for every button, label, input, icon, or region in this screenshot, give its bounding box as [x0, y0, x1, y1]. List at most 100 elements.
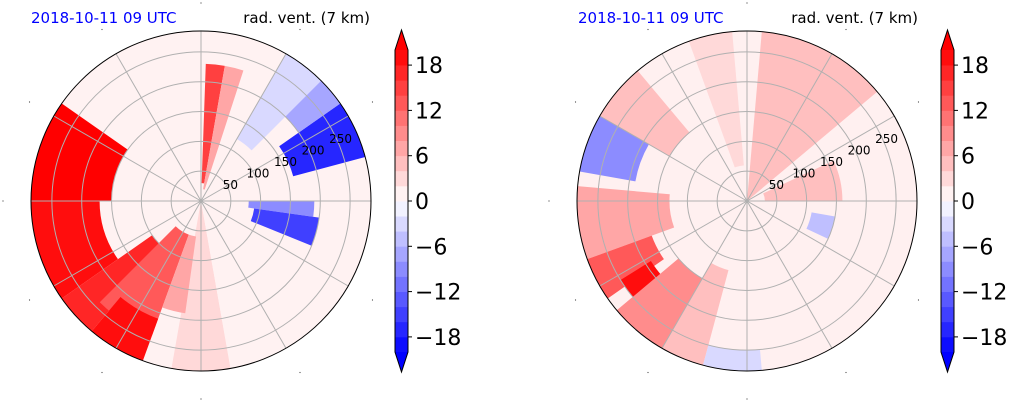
- colorbar-band: [941, 50, 954, 66]
- field-region: [747, 31, 878, 202]
- theta-tick: [917, 101, 920, 103]
- angular-gridline: [746, 53, 833, 202]
- field-region: [688, 31, 744, 168]
- colorbar-band: [941, 140, 954, 157]
- colorbar-band: [395, 125, 408, 141]
- theta-tick: [574, 101, 577, 103]
- field-region: [61, 235, 163, 332]
- colorbar-extend-min: [395, 352, 408, 372]
- colorbar-extend-min: [941, 352, 954, 372]
- colorbar-band: [395, 50, 408, 66]
- colorbar-outline: [394, 28, 409, 374]
- polar-panel-1: 2018-10-11 09 UTC rad. vent. (7 km) 50 1…: [2, 2, 461, 400]
- field-region: [236, 53, 322, 151]
- colorbar-band: [941, 321, 954, 338]
- field-region: [201, 63, 225, 184]
- colorbar-band: [395, 261, 408, 277]
- theta-tick: [746, 2, 748, 4]
- theta-tick: [917, 299, 920, 301]
- colorbar-extend-max: [941, 30, 954, 50]
- panel-1-r-tick: 250: [329, 132, 352, 146]
- panel-2-r-tick: 100: [793, 166, 816, 180]
- colorbar-band: [395, 110, 408, 126]
- panel-1-cbar-tick: −12: [415, 281, 461, 306]
- angular-gridline: [115, 53, 202, 202]
- theta-tick: [647, 371, 649, 374]
- theta-tick: [574, 299, 577, 301]
- colorbar-band: [941, 336, 954, 353]
- angular-gridline: [746, 200, 833, 349]
- field-region: [587, 235, 664, 299]
- colorbar-extend-max: [395, 30, 408, 50]
- panel-2-grid: [548, 2, 946, 400]
- panel-1-radial-labels: 50 100 150 200 250: [223, 132, 352, 192]
- field-region: [577, 186, 675, 260]
- theta-tick: [101, 28, 103, 31]
- panel-1-cbar-tick: 12: [415, 99, 443, 124]
- panel-2-cbar-tick: 18: [961, 54, 989, 79]
- angular-gridline: [53, 200, 202, 287]
- panel-1-grid: [2, 2, 400, 400]
- panel-1-cbar-tick: 18: [415, 54, 443, 79]
- field-region: [250, 208, 320, 246]
- polar-panel-2: 2018-10-11 09 UTC rad. vent. (7 km) 50 1…: [548, 2, 1007, 400]
- colorbar-band: [395, 336, 408, 353]
- colorbar-band: [941, 306, 954, 323]
- theta-tick: [371, 101, 374, 103]
- field-region: [31, 201, 118, 299]
- theta-tick: [299, 371, 301, 374]
- panel-1-colorbar-ticks: 18 12 6 0 −12 −6 −18: [415, 54, 461, 351]
- field-region: [277, 70, 341, 133]
- panel-2-cbar-tick: −18: [961, 326, 1007, 351]
- panel-2-colorbar: [940, 28, 958, 374]
- theta-tick: [647, 28, 649, 31]
- colorbar-band: [941, 291, 954, 308]
- field-region: [599, 70, 690, 157]
- colorbar-band: [395, 321, 408, 338]
- colorbar-band: [395, 201, 408, 217]
- colorbar-band: [941, 261, 954, 277]
- colorbar-band: [941, 201, 954, 217]
- panel-2-radial-labels: 50 100 150 200 250: [769, 132, 898, 192]
- colorbar-band: [941, 110, 954, 126]
- colorbar-band: [395, 306, 408, 323]
- panel-1-polar-frame: [30, 30, 372, 372]
- angular-gridline: [661, 200, 748, 349]
- field-region: [620, 261, 663, 301]
- panel-2-cbar-tick: 0: [961, 190, 975, 215]
- colorbar-band: [941, 65, 954, 81]
- colorbar-band: [941, 276, 954, 292]
- colorbar-band: [941, 125, 954, 141]
- panel-2-title-right: rad. vent. (7 km): [791, 9, 918, 27]
- angular-gridline: [599, 200, 748, 287]
- angular-gridline: [53, 115, 202, 202]
- angular-gridline: [115, 200, 202, 349]
- angular-gridline: [200, 115, 349, 202]
- panel-2-cbar-tick: −12: [961, 281, 1007, 306]
- panel-1-field: [31, 31, 371, 371]
- colorbar-band: [395, 95, 408, 111]
- colorbar-band: [395, 65, 408, 81]
- field-region: [248, 201, 315, 217]
- field-region: [616, 258, 703, 349]
- panel-1-cbar-tick: 0: [415, 190, 429, 215]
- theta-tick: [746, 398, 748, 400]
- panel-1-title-right: rad. vent. (7 km): [243, 9, 370, 27]
- panel-2-r-tick: 150: [820, 155, 843, 169]
- colorbar-band: [395, 80, 408, 96]
- panel-2-r-tick: 50: [769, 178, 784, 192]
- panel-2-title-left: 2018-10-11 09 UTC: [578, 9, 724, 27]
- panel-2-cbar-tick: −6: [961, 235, 993, 260]
- theta-tick: [299, 28, 301, 31]
- colorbar-band: [395, 276, 408, 292]
- colorbar-band: [941, 246, 954, 262]
- angular-gridline: [661, 53, 748, 202]
- panel-1-cbar-tick: −6: [415, 235, 447, 260]
- theta-tick: [845, 28, 847, 31]
- colorbar-band: [941, 170, 954, 187]
- theta-tick: [28, 101, 31, 103]
- theta-tick: [548, 200, 550, 202]
- colorbar-band: [941, 216, 954, 232]
- panel-2-cbar-tick: 6: [961, 145, 975, 170]
- angular-gridline: [200, 200, 349, 287]
